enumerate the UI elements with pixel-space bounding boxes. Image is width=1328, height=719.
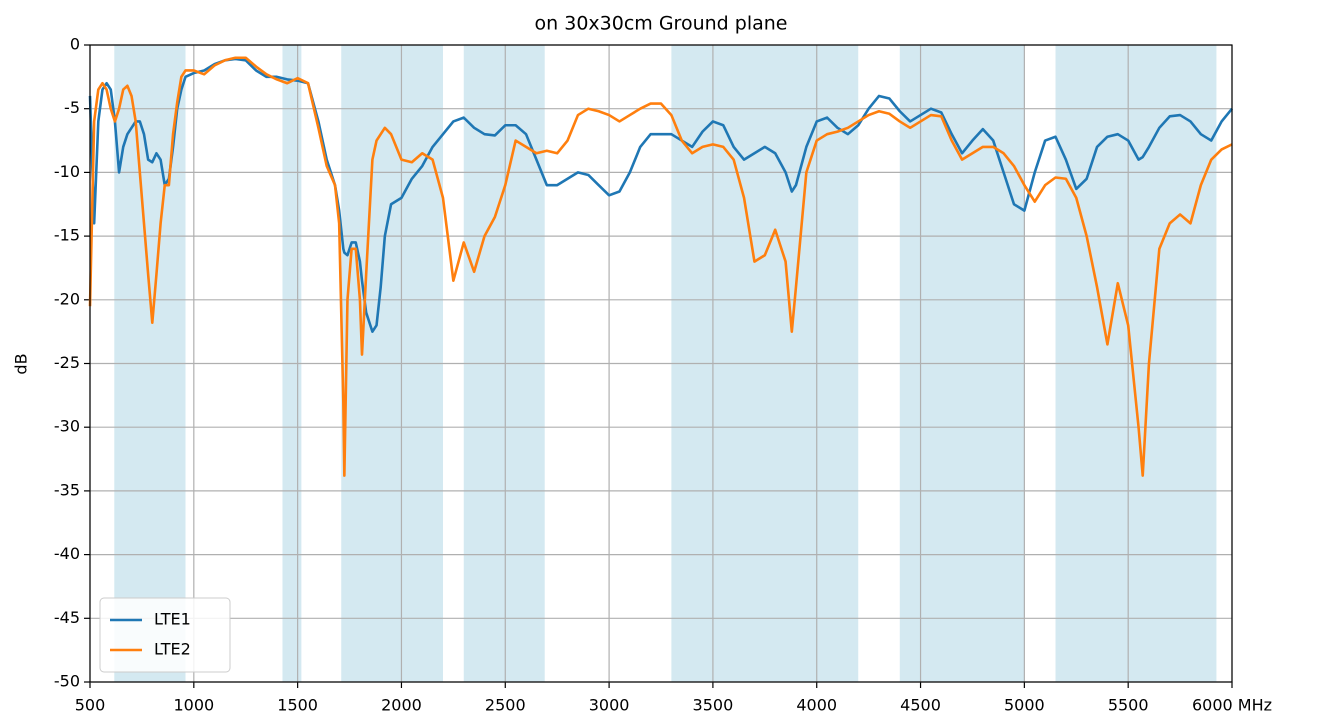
- x-tick-label: 4000: [796, 696, 837, 715]
- y-tick-label: -25: [54, 353, 80, 372]
- x-tick-label: 6000 MHz: [1192, 696, 1272, 715]
- chart-title: on 30x30cm Ground plane: [535, 13, 788, 35]
- y-tick-label: -30: [54, 417, 80, 436]
- x-tick-label: 2500: [485, 696, 526, 715]
- x-tick-label: 1500: [277, 696, 318, 715]
- y-tick-label: -5: [64, 98, 80, 117]
- series-line: [88, 56, 1233, 477]
- y-axis-label: dB: [12, 353, 31, 374]
- x-tick-label: 4500: [900, 696, 941, 715]
- legend-label: LTE1: [154, 610, 191, 629]
- y-tick-label: 0: [70, 35, 80, 54]
- x-tick-label: 5500: [1108, 696, 1149, 715]
- y-tick-label: -40: [54, 544, 80, 563]
- plot-frame: [89, 44, 1233, 683]
- y-tick-label: -15: [54, 226, 80, 245]
- x-tick-label: 5000: [1004, 696, 1045, 715]
- y-tick-label: -50: [54, 672, 80, 691]
- series-line: [88, 57, 1234, 333]
- y-tick-label: -35: [54, 480, 80, 499]
- y-tick-label: -20: [54, 289, 80, 308]
- legend-box: [99, 597, 231, 673]
- x-tick-label: 1000: [173, 696, 214, 715]
- y-tick-label: -45: [54, 608, 80, 627]
- y-tick-label: -10: [54, 162, 80, 181]
- x-tick-label: 2000: [381, 696, 422, 715]
- x-tick-label: 3000: [589, 696, 630, 715]
- x-tick-label: 3500: [693, 696, 734, 715]
- x-tick-label: 500: [75, 696, 106, 715]
- legend-label: LTE2: [154, 640, 191, 659]
